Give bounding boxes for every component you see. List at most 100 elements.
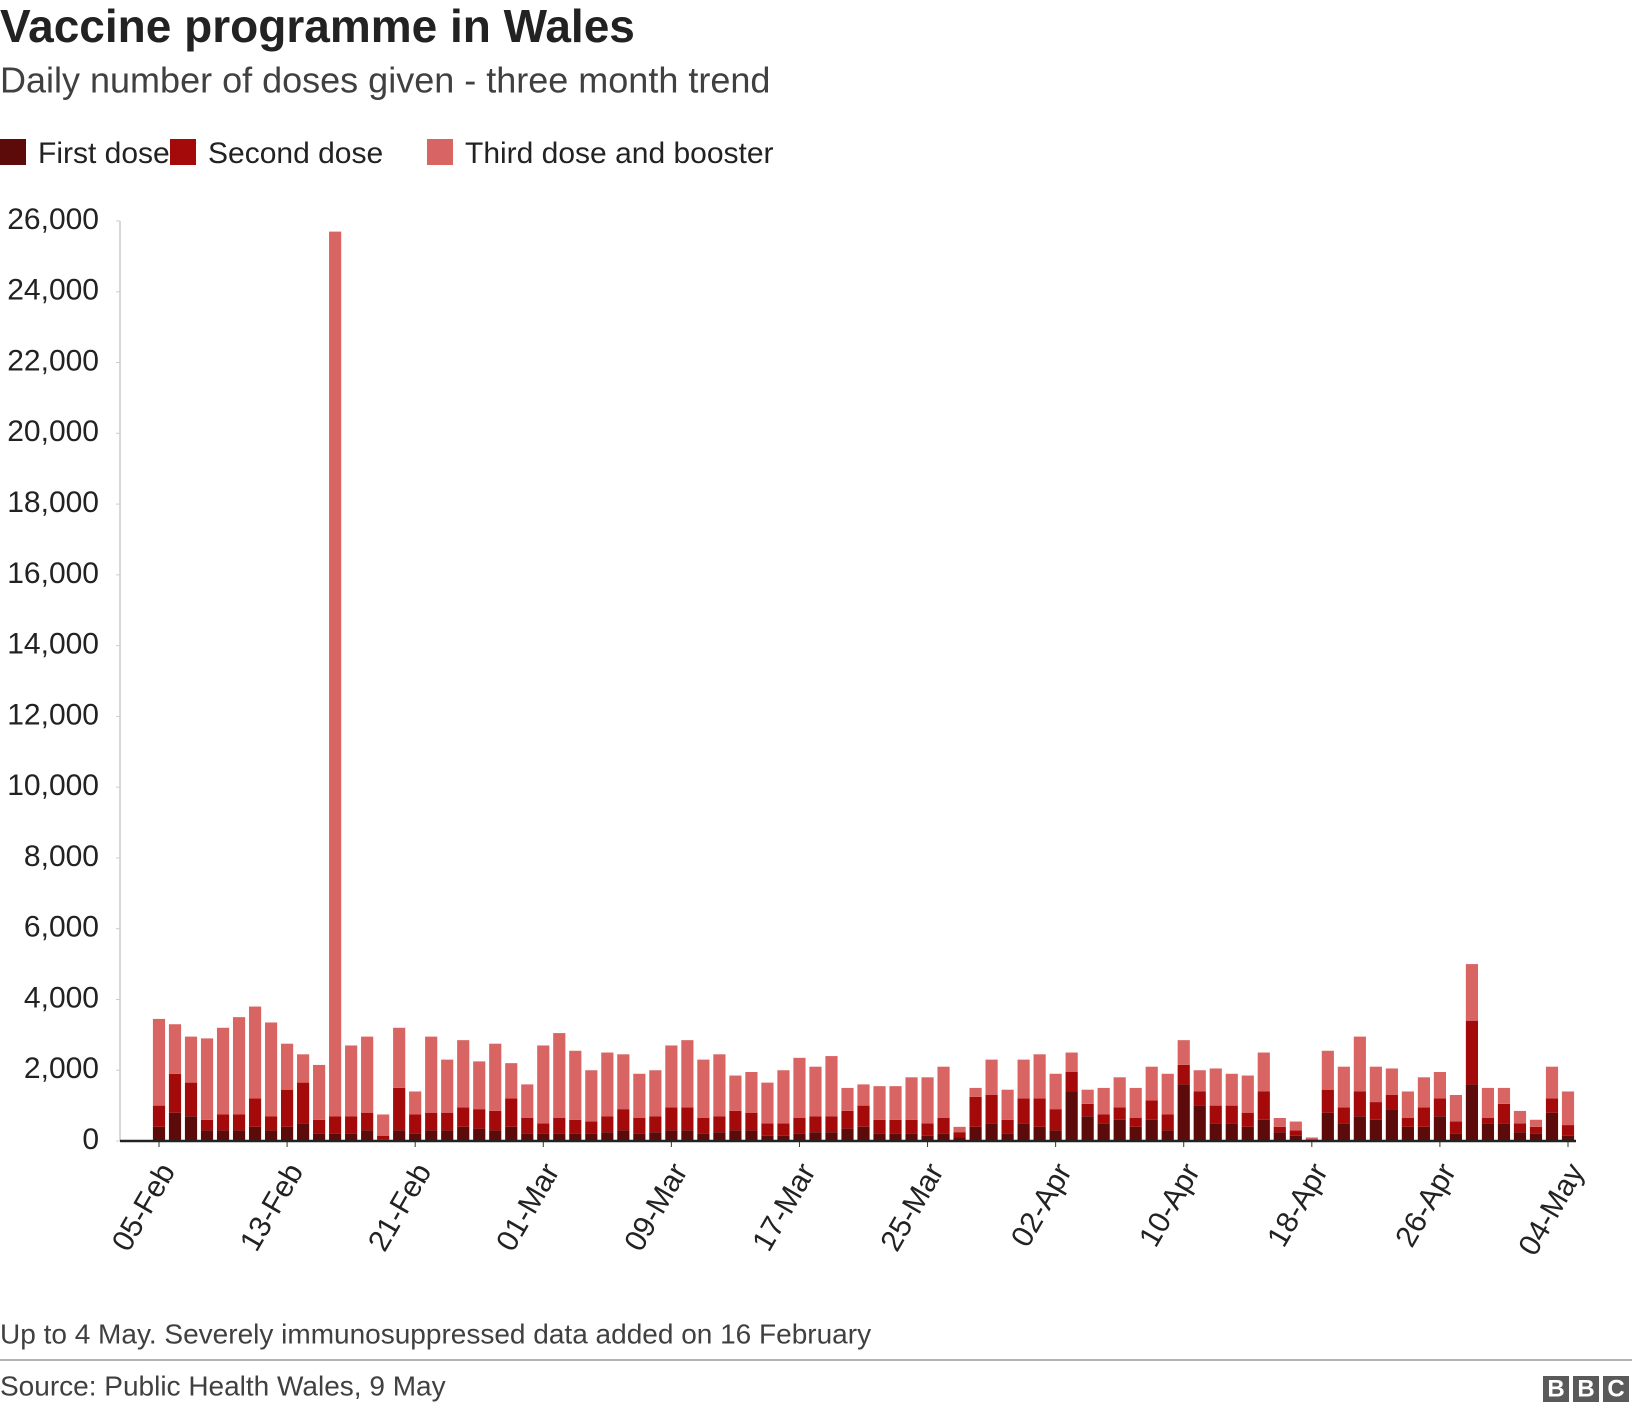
bar-segment: [729, 1110, 742, 1131]
bar-segment: [1561, 1125, 1575, 1136]
bar-segment: [777, 1123, 790, 1136]
x-tick-label: 26-Apr: [1389, 1158, 1463, 1252]
bar-segment: [168, 1073, 182, 1113]
legend-swatch: [427, 139, 453, 165]
bar-segment: [1209, 1123, 1222, 1141]
bar-segment: [216, 1027, 230, 1115]
bar-segment: [537, 1045, 550, 1124]
bar-segment: [441, 1059, 454, 1113]
bar-segment: [985, 1123, 998, 1141]
bar-segment: [1497, 1087, 1511, 1104]
bar-segment: [905, 1133, 918, 1141]
bar-segment: [825, 1116, 838, 1133]
bar-segment: [1017, 1098, 1030, 1124]
bar-segment: [905, 1119, 918, 1134]
bar-segment: [1081, 1103, 1094, 1117]
bar-segment: [841, 1087, 854, 1111]
bar-segment: [553, 1133, 566, 1141]
x-tick-label: 05-Feb: [106, 1158, 182, 1257]
bar-segment: [505, 1098, 518, 1127]
bar-segment: [889, 1133, 902, 1141]
bar-segment: [953, 1126, 966, 1133]
x-tick-label: 18-Apr: [1261, 1158, 1335, 1252]
bar-segment: [152, 1105, 166, 1127]
bar-segment: [793, 1133, 806, 1141]
bar-segment: [1177, 1040, 1190, 1065]
bar-segment: [1497, 1103, 1511, 1124]
legend-label: First dose: [38, 137, 170, 170]
bar-segment: [745, 1112, 758, 1131]
bar-segment: [184, 1082, 198, 1117]
bar-segment: [1401, 1126, 1414, 1141]
bar-segment: [713, 1132, 726, 1141]
bar-segment: [297, 1082, 310, 1124]
x-tick-label: 21-Feb: [362, 1158, 438, 1257]
bar-segment: [1417, 1077, 1430, 1108]
bar-segment: [681, 1107, 694, 1131]
bar-segment: [1225, 1105, 1238, 1124]
bar-segment: [1065, 1091, 1078, 1141]
bar-segment: [841, 1110, 854, 1129]
bar-segment: [873, 1086, 886, 1120]
bar-segment: [1049, 1130, 1062, 1141]
bar-segment: [377, 1135, 390, 1140]
bar-segment: [248, 1126, 262, 1141]
bar-segment: [1529, 1126, 1543, 1134]
bar-segment: [1161, 1114, 1174, 1131]
bar-segment: [601, 1052, 614, 1117]
bar-segment: [281, 1126, 294, 1141]
bar-segment: [1385, 1109, 1398, 1141]
bar-segment: [953, 1132, 966, 1138]
bar-segment: [473, 1061, 486, 1110]
bar-segment: [473, 1128, 486, 1141]
bar-segment: [1321, 1050, 1334, 1090]
bar-segment: [857, 1105, 870, 1127]
bar-segment: [713, 1054, 726, 1117]
bar-segment: [905, 1077, 918, 1120]
bar-segment: [857, 1126, 870, 1141]
bar-segment: [649, 1116, 662, 1133]
bar-segment: [1161, 1073, 1174, 1115]
y-tick-label: 26,000: [7, 203, 99, 236]
bar-segment: [1337, 1107, 1350, 1124]
bar-segment: [873, 1119, 886, 1134]
bar-segment: [969, 1126, 982, 1141]
bar-segment: [1289, 1121, 1302, 1131]
bar-segment: [825, 1132, 838, 1141]
bar-segment: [969, 1087, 982, 1097]
legend-swatch: [0, 139, 26, 165]
chart-subtitle: Daily number of doses given - three mont…: [0, 60, 770, 101]
bar-segment: [425, 1112, 438, 1131]
bar-segment: [761, 1123, 774, 1136]
y-tick-label: 22,000: [7, 344, 99, 377]
bar-segment: [937, 1118, 950, 1134]
bar-segment: [1097, 1087, 1110, 1115]
bar-segment: [361, 1112, 374, 1131]
bar-segment: [601, 1116, 614, 1133]
bar-segment: [184, 1036, 198, 1083]
x-tick-label: 09-Mar: [618, 1158, 694, 1257]
bar-segment: [697, 1059, 710, 1118]
bar-segment: [729, 1130, 742, 1141]
bar-segment: [297, 1123, 310, 1141]
bar-segment: [1033, 1126, 1046, 1141]
bar-segment: [393, 1087, 406, 1131]
bar-segment: [1337, 1123, 1350, 1141]
bar-segment: [1561, 1091, 1575, 1126]
bar-segment: [553, 1033, 566, 1118]
bar-segment: [1081, 1089, 1094, 1104]
bar-segment: [264, 1116, 278, 1131]
bar-segment: [1433, 1116, 1446, 1141]
bar-segment: [1513, 1110, 1527, 1124]
bar-segment: [697, 1133, 710, 1141]
bar-segment: [1273, 1126, 1286, 1133]
bar-segment: [825, 1056, 838, 1117]
y-tick-label: 10,000: [7, 769, 99, 802]
legend-swatch: [170, 139, 196, 165]
bar-segment: [425, 1036, 438, 1113]
bar-segment: [793, 1057, 806, 1118]
bar-segment: [1401, 1118, 1414, 1127]
x-tick-label: 17-Mar: [746, 1158, 822, 1257]
bar-segment: [1545, 1112, 1559, 1141]
bar-segment: [1001, 1119, 1014, 1134]
